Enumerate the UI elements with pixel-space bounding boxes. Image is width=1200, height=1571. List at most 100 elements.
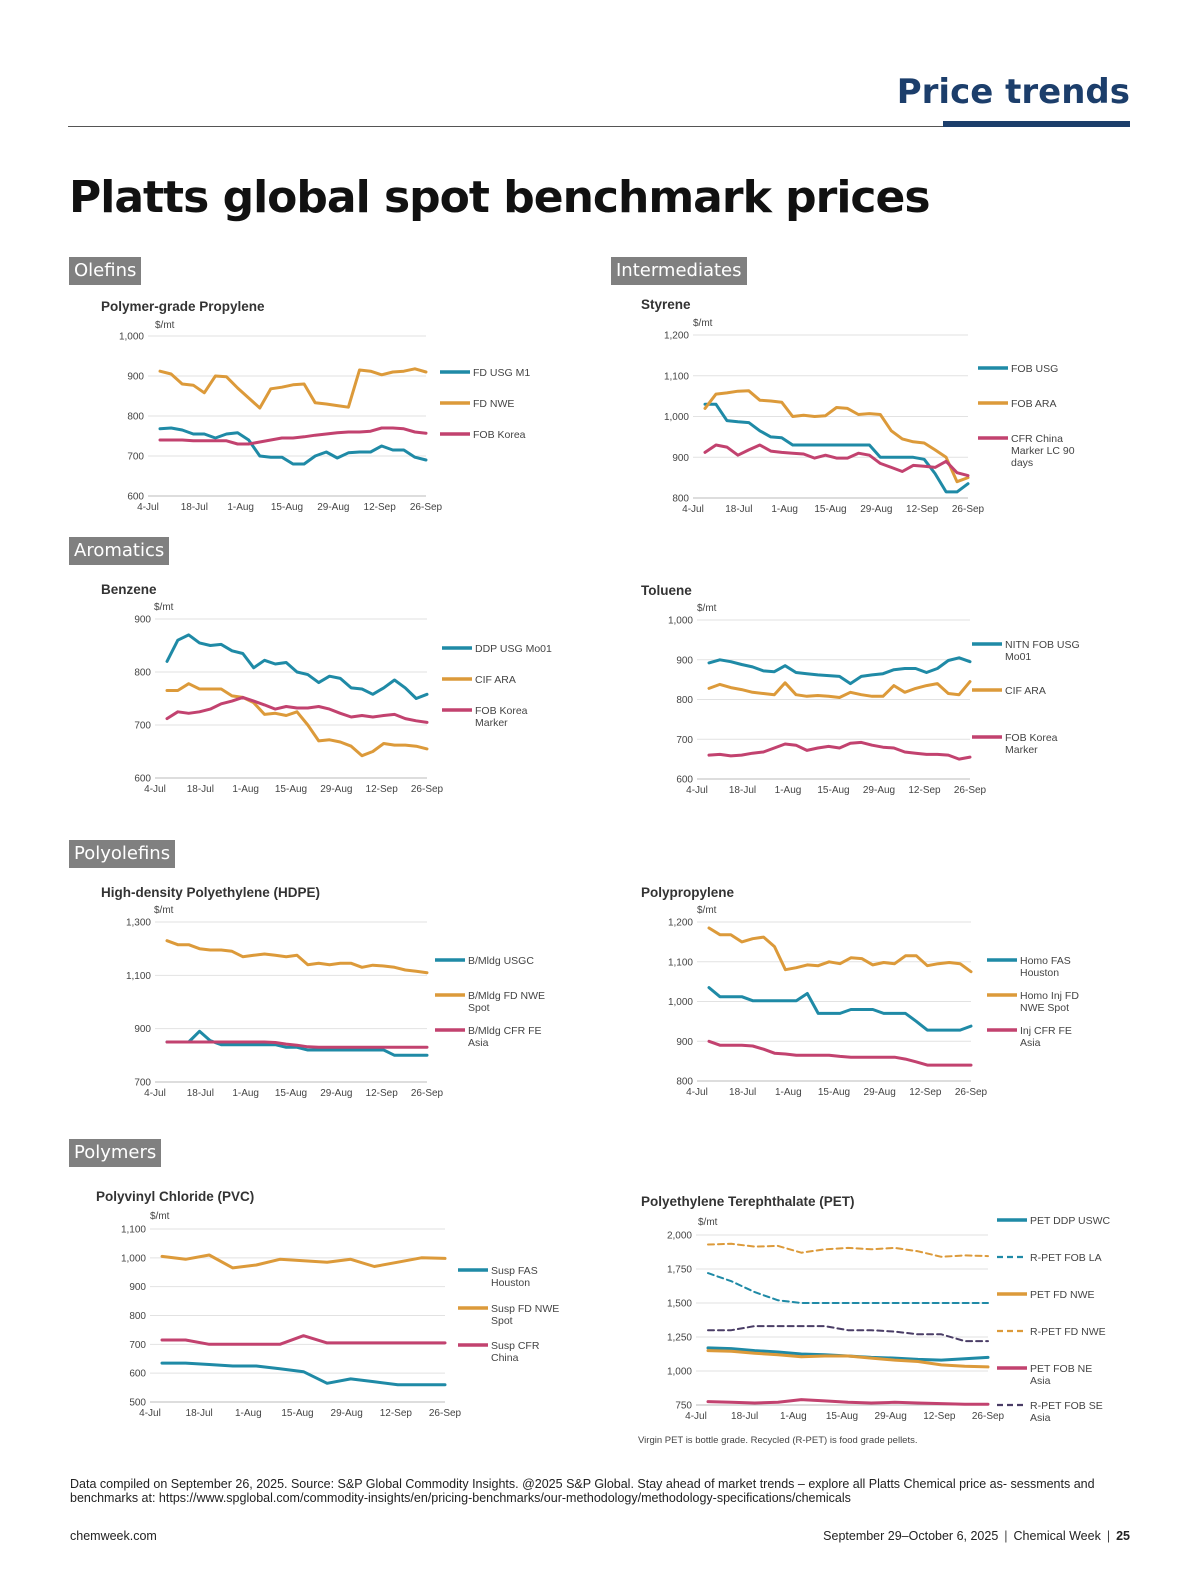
x-tick-label: 29-Aug (320, 784, 352, 795)
series-line (165, 695, 429, 724)
x-tick-label: 4-Jul (685, 1411, 707, 1422)
y-tick-label: 800 (676, 695, 693, 706)
y-tick-label: 900 (134, 615, 151, 626)
footer-date: September 29–October 6, 2025 (823, 1529, 999, 1543)
y-tick-label: 1,000 (664, 412, 689, 423)
x-tick-label: 29-Aug (320, 1088, 352, 1099)
series-line (158, 426, 428, 446)
y-tick-label: 800 (676, 1077, 693, 1088)
y-tick-label: 700 (676, 735, 693, 746)
chart-polypropylene: Polypropylene $/mt 800 900 1,000 1,100 1,200 4-… (630, 878, 1110, 1108)
legend-label: FOB Korea Marker (1005, 732, 1058, 756)
chart-title: Styrene (641, 297, 691, 312)
x-tick-label: 15-Aug (814, 504, 846, 515)
x-tick-label: 1-Aug (780, 1411, 807, 1422)
y-tick-label: 1,000 (667, 1367, 692, 1378)
legend-label: Susp CFR China (491, 1340, 540, 1364)
y-tick-label: 1,750 (667, 1265, 692, 1276)
series-line (707, 1325, 989, 1343)
chart-svg: Benzene $/mt 600 700 800 900 4-Jul 18-Jul 1-Aug 1… (101, 582, 552, 795)
legend-label: CFR China Marker LC 90 days (1011, 433, 1075, 469)
section-label-aromatics: Aromatics (69, 537, 170, 565)
footer-publication: Chemical Week (1013, 1529, 1101, 1543)
y-tick-label: 800 (127, 412, 144, 423)
y-tick-label: 1,300 (126, 918, 151, 929)
legend-label: Susp FAS Houston (491, 1265, 538, 1289)
x-tick-label: 12-Sep (906, 504, 939, 515)
chart-svg: Polyvinyl Chloride (PVC) $/mt 500 600 700 800… (96, 1189, 559, 1419)
legend-label: PET FD NWE (1030, 1289, 1095, 1301)
page-title: Platts global spot benchmark prices (69, 172, 931, 223)
section-header: Price trends (896, 72, 1130, 112)
legend-label: DDP USG Mo01 (475, 643, 552, 655)
y-tick-label: 600 (129, 1369, 146, 1380)
x-tick-label: 1-Aug (235, 1408, 262, 1419)
chart-title: High-density Polyethylene (HDPE) (101, 885, 320, 900)
x-tick-label: 4-Jul (144, 1088, 166, 1099)
x-tick-label: 18-Jul (729, 1087, 756, 1098)
x-tick-label: 4-Jul (144, 784, 166, 795)
x-tick-label: 15-Aug (826, 1411, 858, 1422)
chart-pet: Polyethylene Terephthalate (PET) $/mt 750 1… (630, 1185, 1130, 1455)
chart-svg: Polypropylene $/mt 800 900 1,000 1,100 1,200 4-… (641, 885, 1079, 1098)
y-tick-label: 1,100 (668, 957, 693, 968)
chart-title: Polymer-grade Propylene (101, 299, 265, 314)
y-tick-label: 800 (134, 668, 151, 679)
y-tick-label: 900 (127, 372, 144, 383)
series-line (707, 656, 972, 686)
y-tick-label: 800 (672, 494, 689, 505)
x-tick-label: 15-Aug (275, 784, 307, 795)
y-axis-unit: $/mt (154, 905, 174, 916)
legend-label: B/Mldg USGC (468, 955, 534, 967)
series-line (160, 1253, 447, 1270)
x-tick-label: 12-Sep (923, 1411, 956, 1422)
y-tick-label: 1,250 (667, 1333, 692, 1344)
legend-label: FOB ARA (1011, 398, 1057, 410)
series-line (707, 1272, 989, 1304)
series-line (160, 1334, 447, 1346)
legend-label: R-PET FOB LA (1030, 1252, 1102, 1264)
chart-toluene: Toluene $/mt 600 700 800 900 1,000 4-Jul 18-Jul 1… (630, 575, 1110, 805)
series-line (707, 1039, 973, 1067)
x-tick-label: 26-Sep (955, 1087, 988, 1098)
y-tick-label: 700 (134, 721, 151, 732)
series-line (158, 367, 428, 410)
legend-label: Susp FD NWE Spot (491, 1303, 559, 1327)
series-line (158, 426, 428, 466)
x-tick-label: 29-Aug (863, 785, 895, 796)
y-tick-label: 800 (129, 1311, 146, 1322)
chart-title: Benzene (101, 582, 157, 597)
legend-label: R-PET FD NWE (1030, 1326, 1106, 1338)
x-tick-label: 4-Jul (686, 1087, 708, 1098)
series-line (165, 939, 429, 975)
footer-separator: | (1106, 1529, 1111, 1543)
x-tick-label: 15-Aug (275, 1088, 307, 1099)
chart-propylene: Polymer-grade Propylene $/mt 600 700 800 900 1… (90, 290, 560, 520)
legend-label: NITN FOB USG Mo01 (1005, 639, 1080, 663)
chart-svg: Polyethylene Terephthalate (PET) $/mt 750 1… (638, 1194, 1111, 1446)
x-tick-label: 26-Sep (411, 1088, 444, 1099)
y-tick-label: 700 (129, 1340, 146, 1351)
series-line (707, 680, 972, 699)
y-tick-label: 1,100 (121, 1225, 146, 1236)
x-tick-label: 26-Sep (954, 785, 987, 796)
x-tick-label: 18-Jul (731, 1411, 758, 1422)
series-line (165, 633, 429, 700)
y-tick-label: 900 (672, 453, 689, 464)
x-tick-label: 12-Sep (909, 1087, 942, 1098)
y-tick-label: 1,100 (664, 371, 689, 382)
legend-label: PET FOB NE Asia (1030, 1363, 1092, 1387)
chart-svg: Styrene$/mt 800 900 1,000 1,100 1,200 4-Jul 18-… (641, 297, 1075, 515)
series-line (707, 986, 973, 1032)
series-line (160, 1361, 447, 1387)
x-tick-label: 12-Sep (908, 785, 941, 796)
footer-site: chemweek.com (70, 1529, 157, 1543)
chart-benzene: Benzene $/mt 600 700 800 900 4-Jul 18-Jul 1-Aug 1… (90, 575, 560, 805)
y-tick-label: 700 (134, 1078, 151, 1089)
x-tick-label: 29-Aug (875, 1411, 907, 1422)
chart-svg: Polymer-grade Propylene $/mt 600 700 800 900 1… (101, 299, 530, 513)
chart-svg: High-density Polyethylene (HDPE) $/mt 700 9… (101, 885, 545, 1099)
footer-separator: | (1004, 1529, 1008, 1543)
y-tick-label: 2,000 (667, 1231, 692, 1242)
section-label-polyolefins: Polyolefins (69, 840, 176, 868)
